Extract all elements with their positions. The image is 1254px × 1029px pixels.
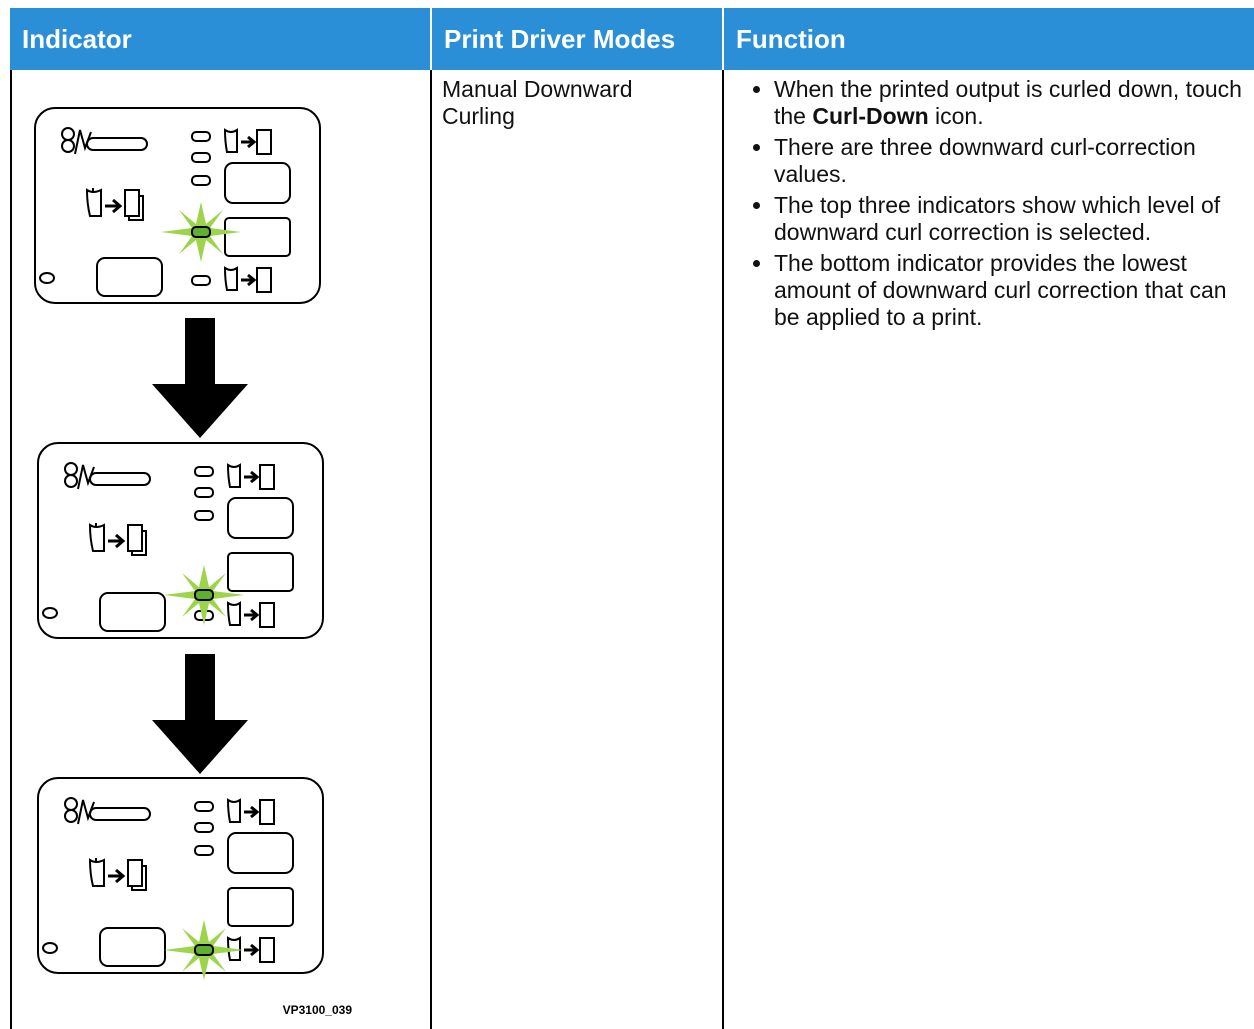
- text: There are three downward curl-correction…: [774, 134, 1196, 187]
- border: [10, 70, 12, 1029]
- header-cell: Function: [724, 8, 1254, 70]
- function-item: The bottom indicator provides the lowest…: [774, 250, 1252, 331]
- text: When the printed output is curled down, …: [774, 76, 1242, 129]
- mode-text: Manual Downward Curling: [442, 76, 633, 129]
- text: The bottom indicator provides the lowest…: [774, 250, 1227, 330]
- header-cell: Indicator: [10, 8, 430, 70]
- border: [722, 70, 724, 1029]
- function-item: When the printed output is curled down, …: [774, 76, 1252, 130]
- header-cell: Print Driver Modes: [432, 8, 722, 70]
- text: icon.: [928, 103, 984, 129]
- border: [430, 70, 432, 1029]
- function-item: There are three downward curl-correction…: [774, 134, 1252, 188]
- figure-id: VP3100_039: [283, 1003, 353, 1017]
- bold-text: Curl-Down: [812, 103, 929, 129]
- function-item: The top three indicators show which leve…: [774, 192, 1252, 246]
- function-list: When the printed output is curled down, …: [728, 76, 1252, 335]
- text: The top three indicators show which leve…: [774, 192, 1221, 245]
- indicator-figure: VP3100_039: [33, 106, 353, 1017]
